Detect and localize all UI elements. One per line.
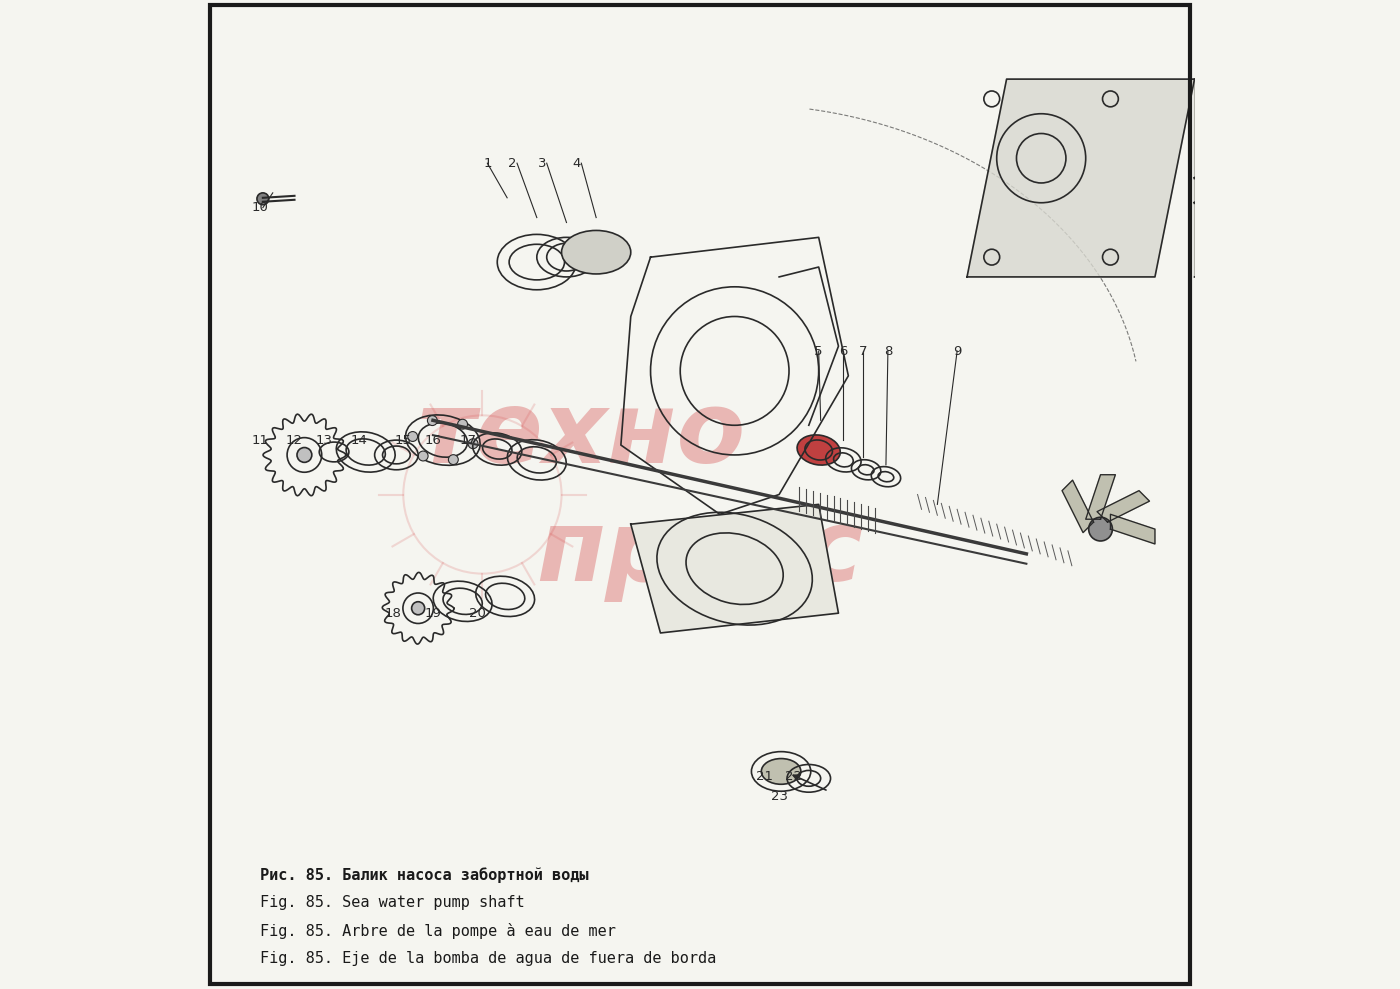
Polygon shape (1063, 481, 1093, 533)
Text: 19: 19 (424, 606, 441, 620)
Circle shape (1089, 517, 1113, 541)
Circle shape (412, 601, 424, 615)
Text: 10: 10 (252, 201, 269, 215)
Text: 23: 23 (770, 789, 788, 803)
Polygon shape (967, 79, 1194, 277)
Text: 12: 12 (286, 433, 302, 447)
Circle shape (419, 451, 428, 461)
Circle shape (458, 419, 468, 429)
Circle shape (407, 431, 417, 441)
Ellipse shape (762, 759, 801, 784)
Text: 20: 20 (469, 606, 486, 620)
Text: 13: 13 (315, 433, 333, 447)
Text: 16: 16 (424, 433, 441, 447)
Text: 15: 15 (395, 433, 412, 447)
Ellipse shape (561, 230, 631, 274)
Circle shape (258, 193, 269, 205)
Text: 1: 1 (483, 156, 491, 170)
Text: 22: 22 (785, 769, 802, 783)
Text: Рис. 85. Балик насоса забортной воды: Рис. 85. Балик насоса забортной воды (260, 867, 588, 883)
Text: 2: 2 (508, 156, 517, 170)
Polygon shape (1098, 491, 1149, 522)
Text: 7: 7 (860, 344, 868, 358)
Polygon shape (1110, 514, 1155, 544)
Text: 8: 8 (883, 344, 892, 358)
Polygon shape (1194, 59, 1274, 297)
Text: 14: 14 (350, 433, 367, 447)
Text: Fig. 85. Arbre de la pompe à eau de mer: Fig. 85. Arbre de la pompe à eau de mer (260, 923, 616, 939)
Text: 21: 21 (756, 769, 773, 783)
Text: 6: 6 (839, 344, 847, 358)
Text: техно: техно (417, 387, 745, 484)
Circle shape (468, 439, 477, 449)
Text: Fig. 85. Eje de la bomba de agua de fuera de borda: Fig. 85. Eje de la bomba de agua de fuer… (260, 950, 717, 966)
Text: 4: 4 (573, 156, 581, 170)
Text: 11: 11 (252, 433, 269, 447)
Text: пресс: пресс (536, 505, 864, 602)
Text: 17: 17 (459, 433, 476, 447)
Ellipse shape (797, 435, 840, 465)
Text: 9: 9 (953, 344, 962, 358)
Text: 5: 5 (815, 344, 823, 358)
Circle shape (427, 415, 437, 425)
Text: 3: 3 (538, 156, 546, 170)
Text: Fig. 85. Sea water pump shaft: Fig. 85. Sea water pump shaft (260, 895, 525, 911)
Polygon shape (1086, 475, 1116, 519)
Text: 18: 18 (385, 606, 402, 620)
Circle shape (448, 455, 458, 465)
Polygon shape (631, 504, 839, 633)
Circle shape (297, 447, 312, 463)
